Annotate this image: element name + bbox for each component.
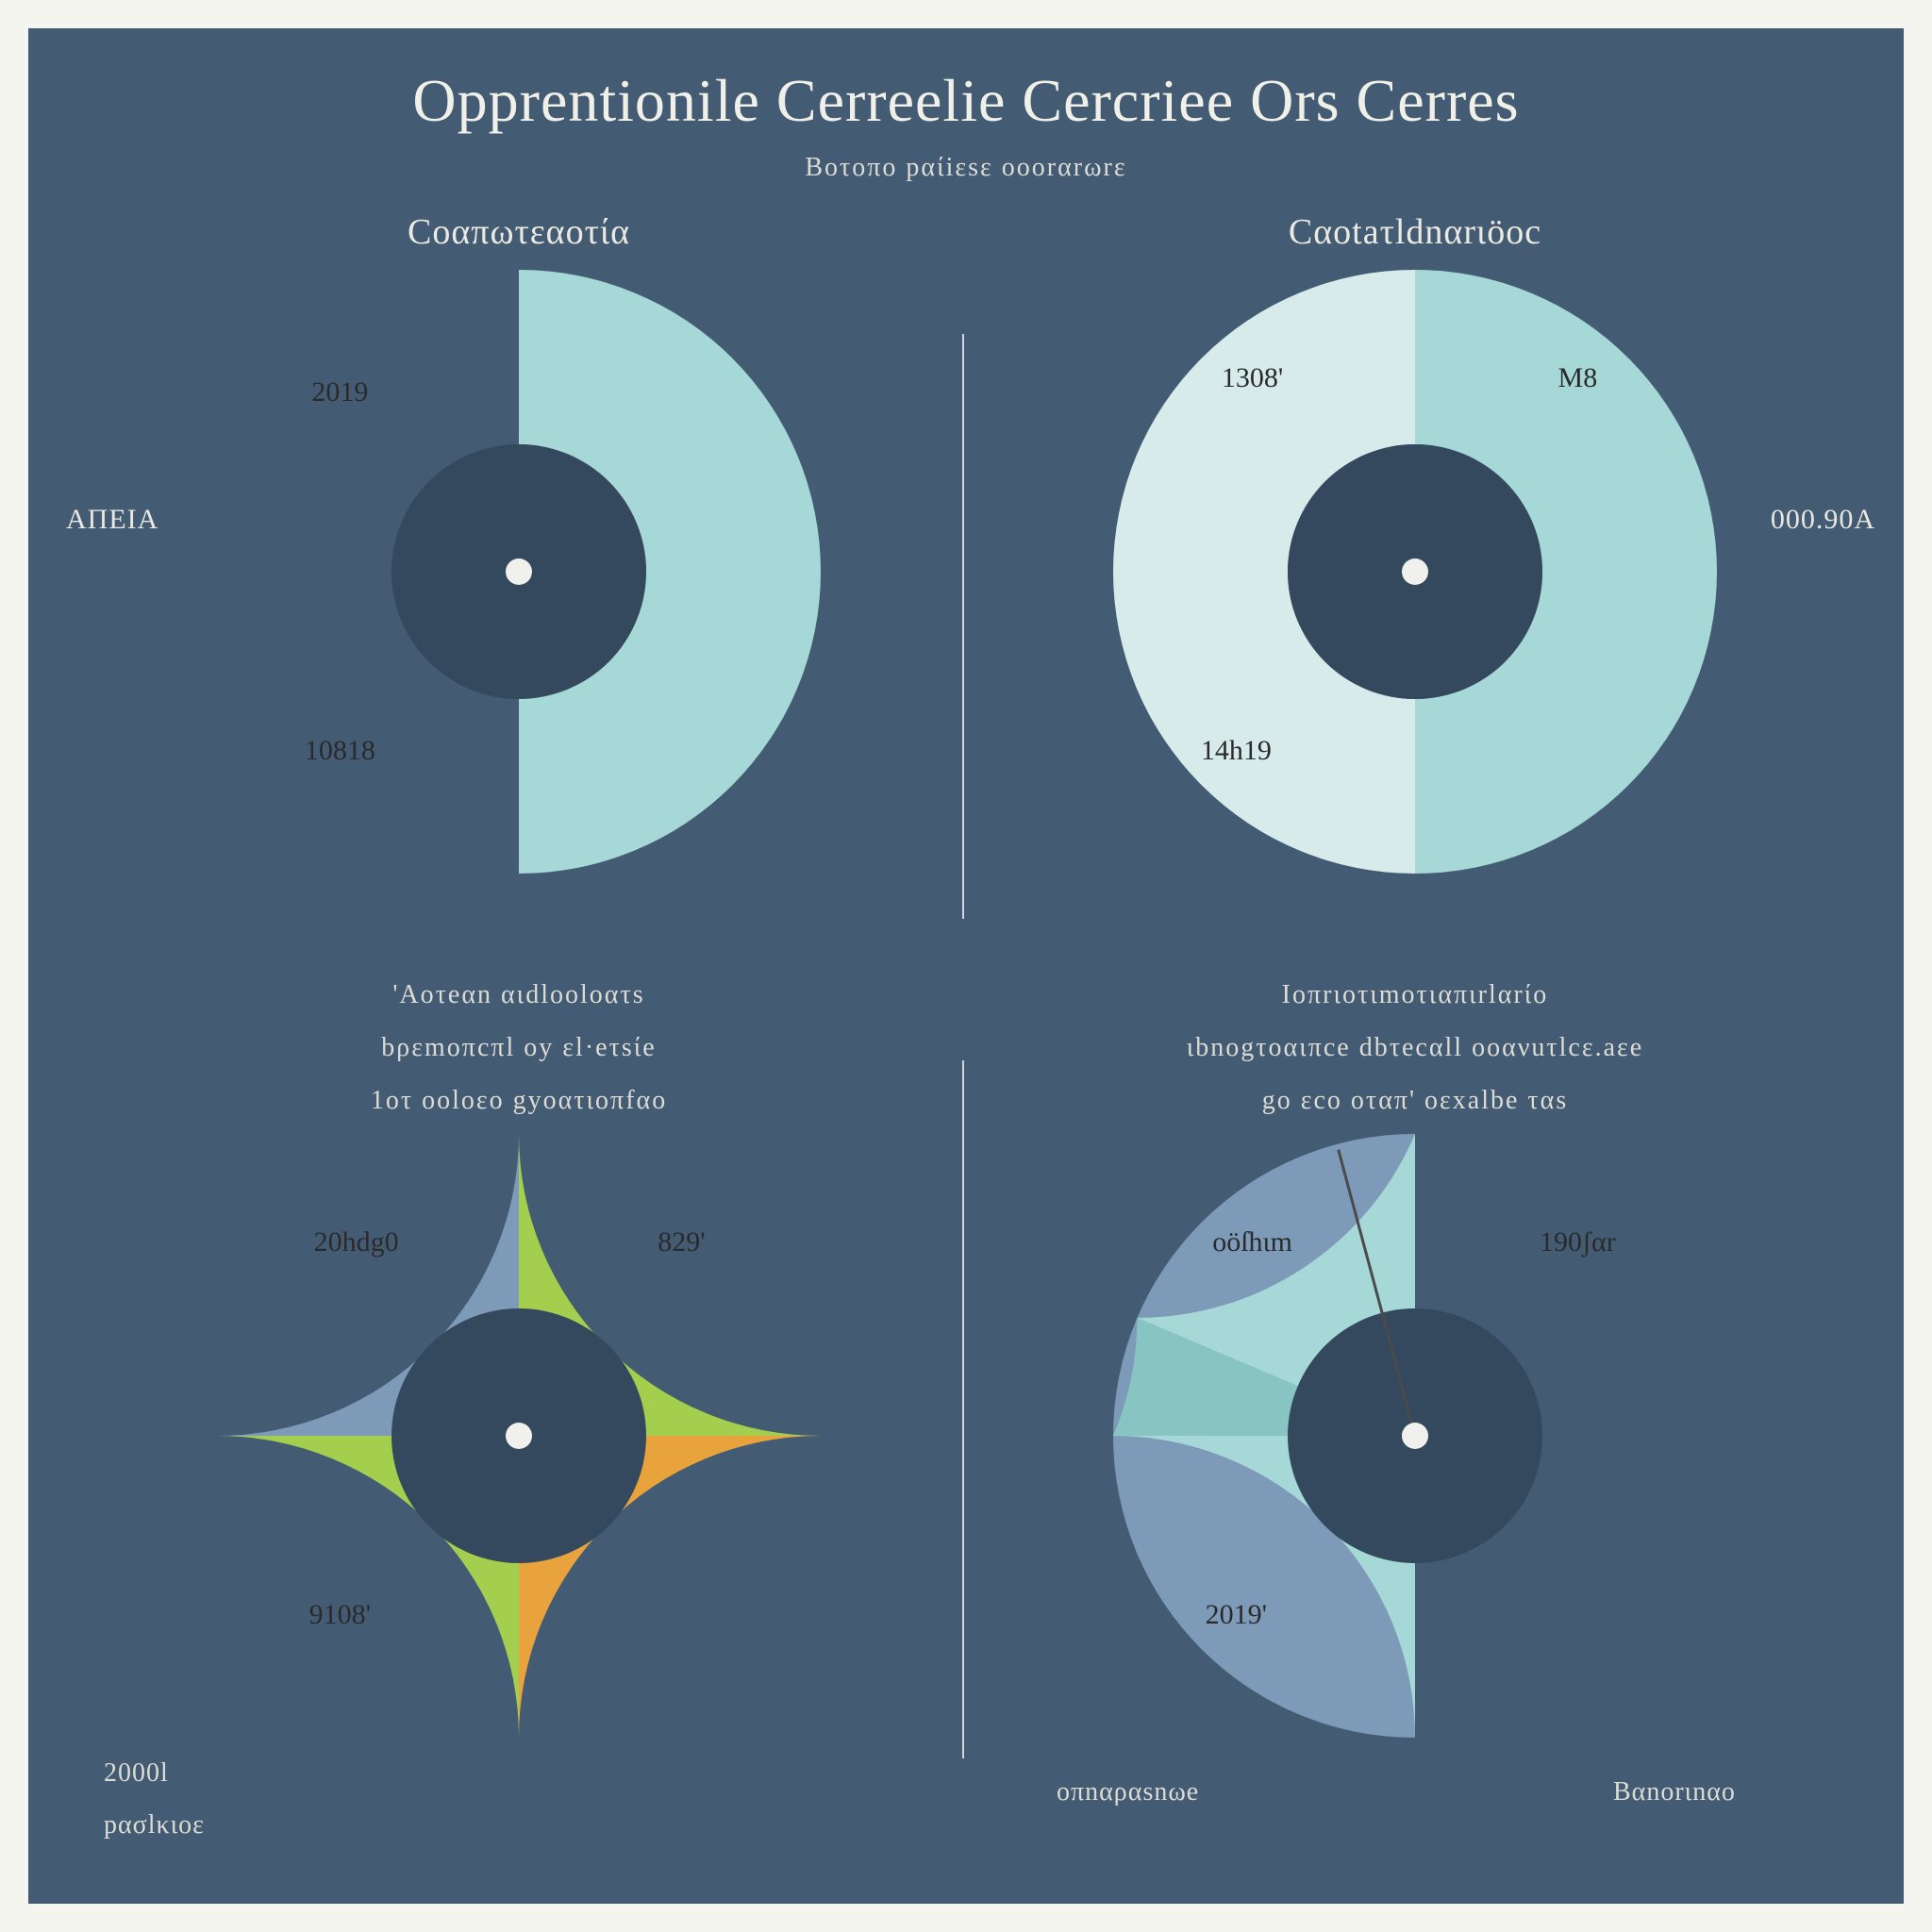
chart-bottom-left: 'Aoτeαn αιdlοoloατs bρεmοπcπl oy εl·eτsί…	[94, 975, 943, 1738]
footer-label: pασlκιοε	[104, 1810, 205, 1840]
bottom-axis-label: οπnαραsnωe	[1057, 1777, 1199, 1807]
footer-label: 2000l	[104, 1758, 169, 1789]
chart-top-left: Cοαπωτεαοτία 2019 10818	[94, 211, 943, 874]
chart-panel: Opprentionile Cerreelie Cercriee Ors Cer…	[28, 28, 1904, 1904]
donut-value-label: 2019	[311, 376, 368, 408]
chart-title: Cαotaτldnαrιöοc	[991, 211, 1840, 253]
donut-value-label: οöſhιm	[1212, 1226, 1292, 1258]
chart-caption-line: 'Aoτeαn αιdlοoloατs	[94, 975, 943, 1015]
donut-chart: M8 1308' 14h19	[1113, 270, 1717, 874]
page-subtitle: Boτοπο pαίiεsε ooorαrωrε	[85, 153, 1847, 183]
page-title: Opprentionile Cerreelie Cercriee Ors Cer…	[85, 66, 1847, 136]
chart-grid: AΠEIA 000.90A Cοαπωτεαοτία 201910818 Cαo…	[85, 211, 1847, 1853]
donut-value-label: 829'	[658, 1226, 705, 1258]
donut-center-dot	[506, 558, 532, 585]
donut-value-label: 1308'	[1222, 362, 1283, 394]
donut-center-dot	[1402, 1423, 1428, 1449]
donut-chart: 829' 20hdg0 9108'	[217, 1134, 821, 1738]
donut-value-label: 20hdg0	[314, 1226, 399, 1258]
donut-chart: 2019 10818	[217, 270, 821, 874]
donut-value-label: M8	[1558, 362, 1598, 394]
chart-caption-line: 1οτ οolοεo gyoατιοπfαo	[94, 1081, 943, 1121]
donut-value-label: 2019'	[1206, 1599, 1267, 1631]
donut-center-dot	[506, 1423, 532, 1449]
chart-caption-line: Iοπrιoτιmoτιαπιrlαrίο	[991, 975, 1840, 1015]
vertical-divider-bottom	[962, 1060, 964, 1758]
chart-caption-line: ιbnοgτoαιπce dbτecαll οοανuτlcε.aεe	[991, 1028, 1840, 1068]
donut-value-label: 10818	[305, 735, 375, 767]
donut-value-label: 190ʃαr	[1540, 1226, 1616, 1258]
chart-caption-line: bρεmοπcπl oy εl·eτsίe	[94, 1028, 943, 1068]
donut-center-dot	[1402, 558, 1428, 585]
vertical-divider-top	[962, 334, 964, 919]
donut-value-label: 14h19	[1201, 735, 1272, 767]
donut-value-label: 9108'	[309, 1599, 371, 1631]
chart-bottom-right: Iοπrιoτιmoτιαπιrlαrίο ιbnοgτoαιπce dbτec…	[991, 975, 1840, 1738]
chart-title: Cοαπωτεαοτία	[94, 211, 943, 253]
chart-caption-line: gο εcο οταπ' οεxalbe ταs	[991, 1081, 1840, 1121]
bottom-axis-label: Bαnorιnαο	[1613, 1777, 1736, 1807]
chart-top-right: Cαotaτldnαrιöοc M8 1308' 14h19	[991, 211, 1840, 874]
donut-chart: 190ʃαr οöſhιm 2019'	[1113, 1134, 1717, 1738]
